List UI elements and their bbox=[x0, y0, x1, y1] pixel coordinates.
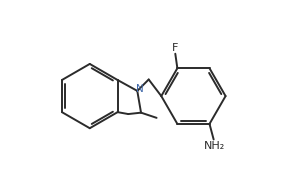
Text: NH₂: NH₂ bbox=[204, 141, 225, 151]
Text: F: F bbox=[172, 43, 178, 53]
Text: N: N bbox=[136, 84, 144, 94]
